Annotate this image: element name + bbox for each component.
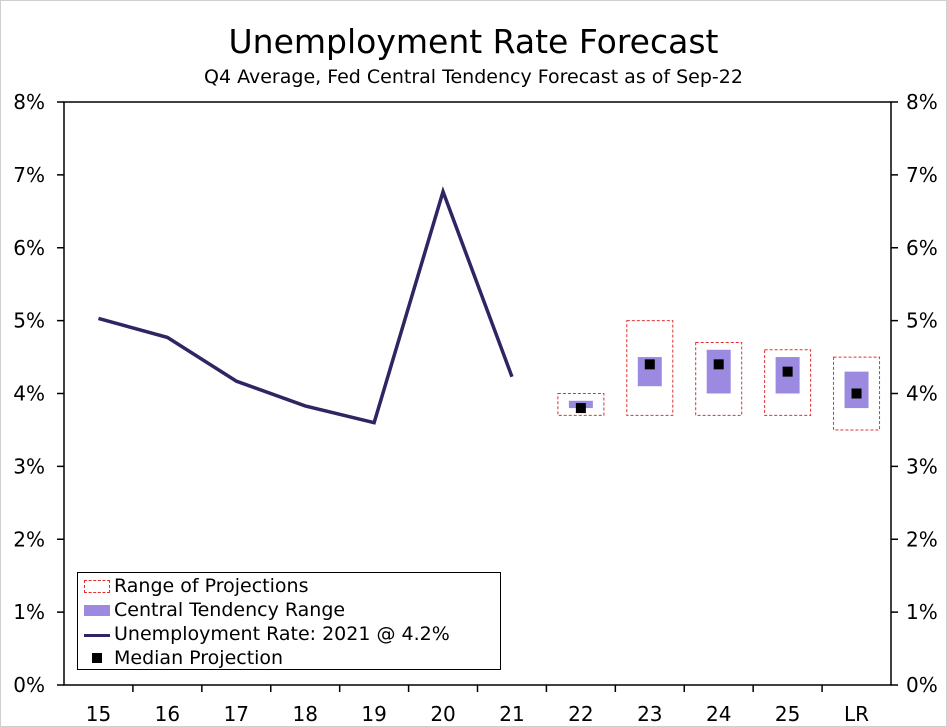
range-swatch — [84, 579, 110, 593]
y-tick-label-left: 1% — [13, 600, 45, 624]
y-tick-label-right: 7% — [906, 163, 938, 187]
y-tick-label-right: 6% — [906, 236, 938, 260]
legend-label-range: Range of Projections — [114, 575, 309, 597]
median-point — [782, 366, 793, 377]
central-tendency-swatch — [84, 604, 110, 616]
line-swatch — [84, 633, 110, 637]
y-tick-label-right: 5% — [906, 309, 938, 333]
legend-label-line: Unemployment Rate: 2021 @ 4.2% — [114, 623, 450, 645]
median-point — [713, 359, 724, 370]
y-tick-label-left: 0% — [13, 673, 45, 697]
y-tick-label-left: 6% — [13, 236, 45, 260]
median-point — [644, 359, 655, 370]
central-tendency-bar — [706, 349, 731, 394]
y-tick-label-right: 3% — [906, 454, 938, 478]
y-tick-label-left: 7% — [13, 163, 45, 187]
chart-marks — [97, 186, 881, 431]
y-tick-label-right: 8% — [906, 90, 938, 114]
axes: 0% 0% 1% 1% 2% 2% 3% 3% 4% 4% 5% 5% 6% 6% 7% 7% 8% 8% 15 16… — [13, 90, 937, 726]
range-box — [764, 349, 812, 416]
chart-title: Unemployment Rate Forecast — [228, 22, 719, 61]
x-tick-label: 20 — [430, 702, 455, 726]
y-tick-label-left: 3% — [13, 454, 45, 478]
range-box — [695, 341, 743, 416]
x-tick-label: 25 — [775, 702, 800, 726]
y-tick-label-right: 1% — [906, 600, 938, 624]
range-box — [557, 393, 605, 416]
x-tick-label: 21 — [499, 702, 524, 726]
x-tick-label: 15 — [86, 702, 111, 726]
unemployment-rate-line — [97, 186, 514, 425]
median-swatch — [92, 653, 102, 663]
y-tick-label-left: 2% — [13, 527, 45, 551]
x-tick-label: LR — [844, 702, 869, 726]
x-tick-label: 17 — [224, 702, 249, 726]
range-box — [626, 320, 674, 416]
legend-item-line: Unemployment Rate: 2021 @ 4.2% — [84, 622, 450, 646]
x-tick-label: 16 — [155, 702, 180, 726]
legend-item-central-tendency: Central Tendency Range — [84, 598, 345, 622]
legend-item-range: Range of Projections — [84, 574, 308, 598]
x-tick-label: 22 — [568, 702, 593, 726]
x-tick-label: 18 — [292, 702, 317, 726]
legend: Range of Projections Central Tendency Ra… — [77, 572, 501, 670]
y-tick-label-right: 2% — [906, 527, 938, 551]
chart-subtitle: Q4 Average, Fed Central Tendency Forecas… — [204, 66, 743, 88]
x-tick-label: 23 — [637, 702, 662, 726]
y-tick-label-left: 8% — [13, 90, 45, 114]
x-tick-label: 19 — [361, 702, 386, 726]
y-tick-label-right: 0% — [906, 673, 938, 697]
median-point — [851, 388, 862, 399]
range-box — [833, 356, 881, 431]
legend-label-central-tendency: Central Tendency Range — [114, 599, 346, 621]
median-point — [575, 403, 586, 414]
legend-item-median: Median Projection — [84, 646, 283, 670]
legend-label-median: Median Projection — [114, 647, 284, 669]
y-tick-label-left: 4% — [13, 382, 45, 406]
y-tick-label-left: 5% — [13, 309, 45, 333]
x-tick-label: 24 — [706, 702, 731, 726]
y-tick-label-right: 4% — [906, 382, 938, 406]
